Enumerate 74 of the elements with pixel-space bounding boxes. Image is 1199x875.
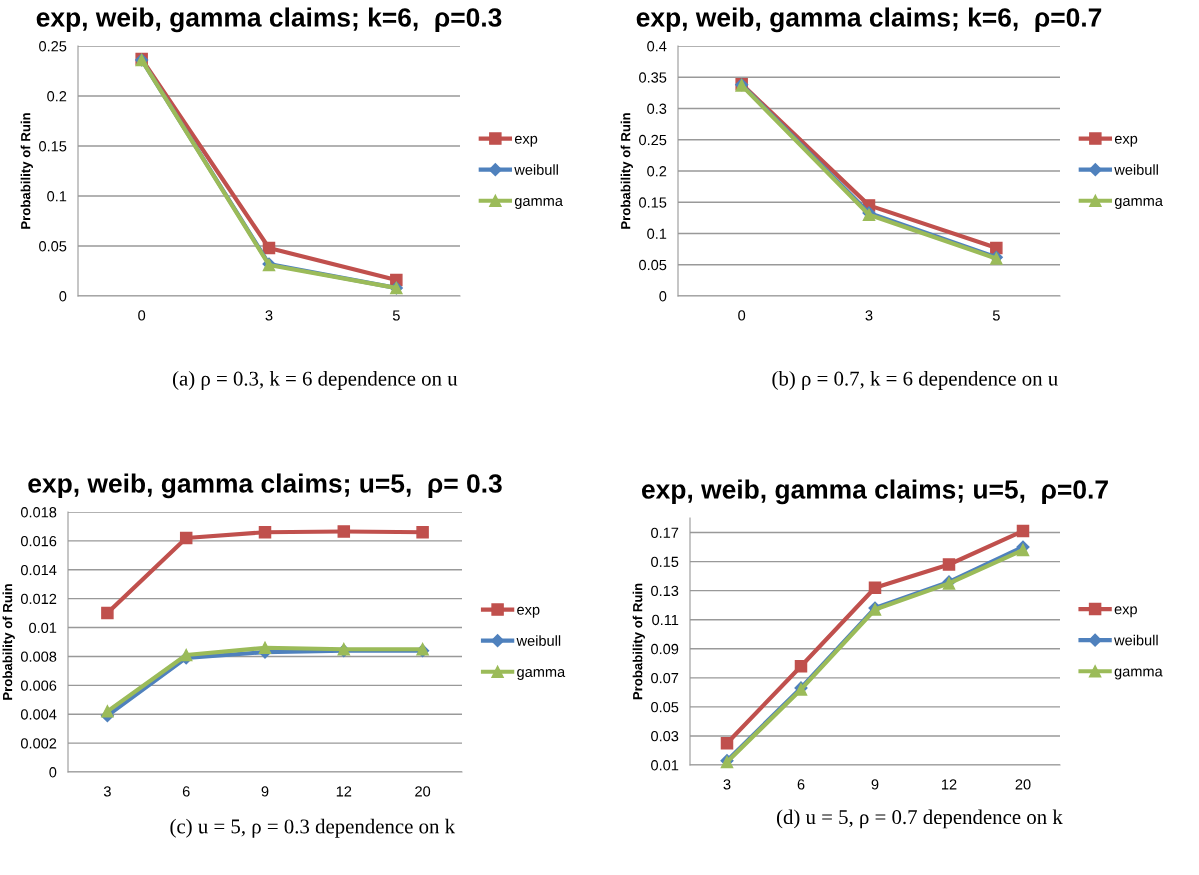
x-tick-label: 20 (1015, 779, 1031, 790)
x-tick-label: 3 (103, 786, 111, 797)
y-axis-title: Probability of Ruin (620, 113, 633, 229)
x-tick-label: 5 (992, 310, 1000, 321)
y-axis-title: Probability of Ruin (632, 583, 645, 700)
legend-label: gamma (517, 669, 566, 680)
y-tick-label: 0.17 (651, 527, 679, 538)
y-tick-label: 0.05 (39, 241, 67, 252)
x-tick-label: 5 (392, 310, 400, 321)
text: (c) u = 5, ρ = 0.3 dependence on k (170, 818, 456, 838)
y-tick-label: 0.15 (651, 556, 679, 568)
text: (a) ρ = 0.3, k = 6 dependence on u (172, 371, 458, 390)
x-tick-label: 0 (138, 310, 146, 321)
y-tick-label: 0.2 (47, 91, 67, 102)
chart-title: exp, weib, gamma claims; k=6, ρ=0.3 (36, 7, 502, 33)
y-tick-label: 0.3 (647, 103, 667, 114)
legend-label: weibull (516, 635, 561, 646)
x-tick-label: 9 (871, 779, 879, 790)
legend-label: exp (514, 135, 538, 147)
y-tick-label: 0.03 (651, 731, 679, 742)
y-tick-label: 0.25 (39, 41, 67, 52)
legend-label: weibull (1114, 164, 1158, 175)
x-tick-label: 12 (336, 786, 352, 797)
y-tick-label: 0.13 (651, 585, 679, 597)
x-tick-label: 6 (182, 786, 190, 797)
legend-label: gamma (1114, 668, 1163, 680)
y-tick-label: 0.01 (651, 760, 679, 771)
x-tick-label: 0 (738, 310, 746, 321)
y-axis-title: Probability of Ruin (20, 113, 33, 229)
y-tick-label: 0.012 (20, 593, 57, 605)
y-tick-label: 0.014 (20, 564, 57, 576)
text: (d) u = 5, ρ = 0.7 dependence on k (776, 809, 1063, 829)
y-tick-label: 0.07 (651, 672, 679, 684)
y-tick-label: 0.002 (20, 738, 57, 749)
legend-label: exp (1114, 606, 1137, 618)
x-tick-label: 20 (415, 786, 431, 797)
chart-title: exp, weib, gamma claims; k=6, ρ=0.7 (636, 7, 1102, 33)
y-axis-title: Probability of Ruin (2, 584, 15, 700)
y-tick-label: 0.018 (20, 507, 57, 518)
y-tick-label: 0 (49, 767, 57, 778)
x-tick-label: 3 (723, 779, 731, 790)
y-tick-label: 0.016 (20, 535, 57, 547)
legend-label: gamma (1114, 198, 1163, 209)
y-tick-label: 0.05 (639, 259, 667, 271)
y-tick-label: 0.006 (20, 680, 57, 691)
y-tick-label: 0.1 (47, 191, 67, 202)
y-tick-label: 0.4 (647, 41, 667, 52)
y-tick-label: 0.1 (647, 228, 667, 239)
y-tick-label: 0.09 (651, 643, 679, 655)
x-tick-label: 6 (797, 779, 805, 790)
y-tick-label: 0.15 (639, 197, 667, 208)
y-tick-label: 0.25 (639, 134, 667, 146)
y-tick-label: 0.05 (651, 701, 679, 713)
y-tick-label: 0.11 (652, 614, 679, 626)
x-tick-label: 9 (261, 786, 269, 797)
legend-label: weibull (1114, 634, 1158, 646)
text: (b) ρ = 0.7, k = 6 dependence on u (772, 371, 1058, 390)
x-tick-label: 12 (942, 779, 957, 790)
y-tick-label: 0 (59, 291, 67, 302)
y-tick-label: 0.15 (39, 141, 67, 152)
y-tick-label: 0.01 (29, 622, 57, 633)
y-tick-label: 0.35 (639, 72, 667, 83)
legend-label: gamma (514, 198, 563, 209)
y-tick-label: 0.2 (647, 166, 667, 177)
y-tick-label: 0.008 (20, 651, 57, 662)
chart-title: exp, weib, gamma claims; u=5, ρ= 0.3 (28, 473, 502, 499)
legend-label: exp (1114, 135, 1138, 147)
y-tick-label: 0 (659, 291, 667, 302)
legend-label: weibull (514, 164, 558, 175)
x-tick-label: 3 (865, 310, 873, 321)
legend-label: exp (517, 606, 540, 618)
chart-title: exp, weib, gamma claims; u=5, ρ=0.7 (642, 479, 1108, 505)
y-tick-label: 0.004 (20, 709, 57, 720)
x-tick-label: 3 (265, 310, 273, 321)
